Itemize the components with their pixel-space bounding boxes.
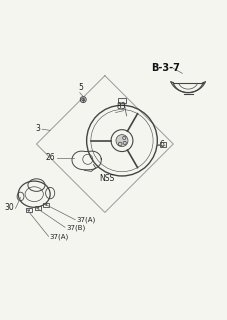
Text: B-3-7: B-3-7 (151, 63, 180, 73)
Text: 5: 5 (78, 83, 83, 92)
Text: 37(A): 37(A) (76, 216, 95, 222)
Circle shape (116, 135, 127, 147)
Circle shape (81, 98, 84, 101)
Text: NSS: NSS (99, 174, 114, 183)
Text: 37(A): 37(A) (49, 233, 69, 240)
Circle shape (37, 207, 39, 209)
Text: 37(B): 37(B) (66, 224, 85, 230)
Text: 6: 6 (159, 140, 164, 148)
Text: 3: 3 (35, 124, 40, 132)
Circle shape (45, 204, 47, 206)
Circle shape (28, 209, 30, 211)
Text: 26: 26 (45, 153, 54, 162)
Text: 30: 30 (4, 204, 14, 212)
Text: 83: 83 (116, 102, 125, 111)
